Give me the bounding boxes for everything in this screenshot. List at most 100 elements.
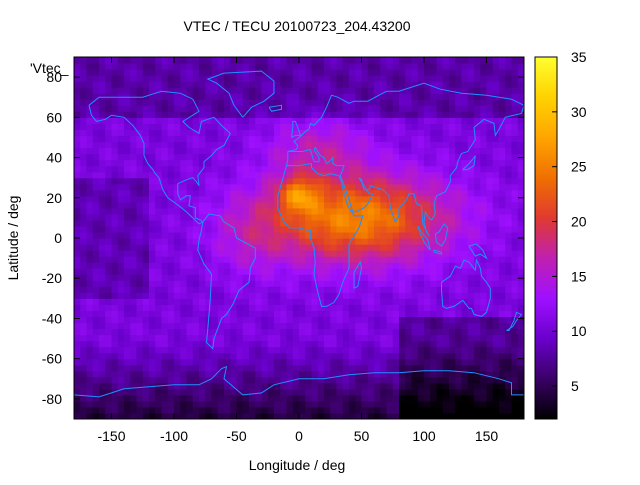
heat-cell bbox=[249, 159, 256, 167]
heat-cell bbox=[230, 147, 238, 155]
heat-cell bbox=[430, 63, 438, 70]
heat-cell bbox=[280, 340, 288, 348]
heat-cell bbox=[186, 93, 194, 100]
heat-cell bbox=[455, 298, 463, 305]
heat-cell bbox=[224, 129, 231, 137]
heat-cell bbox=[192, 225, 200, 233]
heat-cell bbox=[330, 280, 338, 287]
heat-cell bbox=[80, 219, 88, 227]
heat-cell bbox=[336, 201, 344, 209]
heat-cell bbox=[99, 159, 106, 167]
heat-cell bbox=[280, 370, 288, 378]
heat-cell bbox=[186, 406, 194, 414]
heat-cell bbox=[117, 334, 125, 342]
heat-cell bbox=[342, 171, 350, 179]
heat-cell bbox=[474, 165, 481, 173]
heat-cell bbox=[280, 322, 288, 330]
heat-cell bbox=[486, 207, 494, 215]
heat-cell bbox=[261, 63, 269, 70]
heat-cell bbox=[149, 57, 156, 64]
heat-cell bbox=[455, 69, 463, 76]
heat-cell bbox=[505, 201, 513, 209]
heat-cell bbox=[499, 400, 506, 408]
heat-cell bbox=[286, 225, 294, 233]
heat-cell bbox=[149, 394, 156, 402]
heat-cell bbox=[280, 75, 288, 82]
heat-cell bbox=[311, 286, 319, 293]
heat-cell bbox=[86, 111, 94, 118]
heat-cell bbox=[211, 57, 219, 64]
heat-cell bbox=[236, 105, 244, 112]
heat-cell bbox=[480, 286, 488, 293]
heat-cell bbox=[211, 382, 219, 390]
heat-cell bbox=[236, 256, 244, 263]
heat-cell bbox=[374, 189, 381, 197]
heat-cell bbox=[305, 292, 313, 299]
heat-cell bbox=[330, 117, 338, 124]
heat-cell bbox=[180, 99, 188, 106]
heat-cell bbox=[449, 183, 456, 191]
heat-cell bbox=[505, 376, 513, 384]
heat-cell bbox=[405, 81, 413, 88]
heat-cell bbox=[236, 231, 244, 239]
heat-cell bbox=[486, 322, 494, 330]
heat-cell bbox=[330, 274, 338, 281]
heat-cell bbox=[80, 256, 88, 263]
heat-cell bbox=[461, 117, 469, 124]
heat-cell bbox=[174, 57, 181, 64]
heat-cell bbox=[442, 298, 450, 305]
heat-cell bbox=[442, 117, 450, 124]
heat-cell bbox=[292, 225, 300, 233]
heat-cell bbox=[461, 57, 469, 64]
heat-cell bbox=[142, 135, 150, 143]
heat-cell bbox=[355, 57, 363, 64]
heat-cell bbox=[149, 280, 156, 287]
heat-cell bbox=[230, 400, 238, 408]
heat-cell bbox=[211, 412, 219, 419]
heat-cell bbox=[499, 364, 506, 372]
heat-cell bbox=[130, 213, 138, 221]
heat-cell bbox=[161, 111, 169, 118]
heat-cell bbox=[474, 225, 481, 233]
heat-cell bbox=[117, 201, 125, 209]
heat-cell bbox=[461, 147, 469, 155]
heat-cell bbox=[167, 153, 175, 161]
heat-cell bbox=[330, 304, 338, 311]
heat-cell bbox=[330, 334, 338, 342]
heat-cell bbox=[417, 280, 425, 287]
heat-cell bbox=[99, 340, 106, 348]
heat-cell bbox=[155, 123, 163, 130]
heat-cell bbox=[242, 183, 250, 191]
heat-cell bbox=[411, 364, 419, 372]
heat-cell bbox=[292, 69, 300, 76]
heat-cell bbox=[111, 123, 119, 130]
heat-cell bbox=[455, 382, 463, 390]
heat-cell bbox=[505, 231, 513, 239]
heat-cell bbox=[261, 322, 269, 330]
heat-cell bbox=[499, 105, 506, 112]
heat-cell bbox=[411, 340, 419, 348]
heat-cell bbox=[74, 244, 81, 251]
heat-cell bbox=[249, 135, 256, 143]
heat-cell bbox=[330, 388, 338, 396]
heat-cell bbox=[274, 57, 281, 64]
heat-cell bbox=[211, 268, 219, 275]
heat-cell bbox=[461, 262, 469, 269]
heat-cell bbox=[299, 219, 306, 227]
heat-cell bbox=[367, 388, 375, 396]
heat-cell bbox=[124, 400, 131, 408]
heat-cell bbox=[292, 231, 300, 239]
heat-cell bbox=[411, 141, 419, 149]
heat-cell bbox=[249, 298, 256, 305]
heat-cell bbox=[205, 364, 213, 372]
heat-cell bbox=[405, 268, 413, 275]
heat-cell bbox=[442, 147, 450, 155]
heat-cell bbox=[499, 346, 506, 354]
heat-cell bbox=[486, 412, 494, 419]
heat-cell bbox=[130, 93, 138, 100]
heat-cell bbox=[424, 352, 431, 360]
heat-cell bbox=[455, 358, 463, 366]
heat-cell bbox=[111, 225, 119, 233]
heat-cell bbox=[486, 358, 494, 366]
heat-cell bbox=[230, 63, 238, 70]
